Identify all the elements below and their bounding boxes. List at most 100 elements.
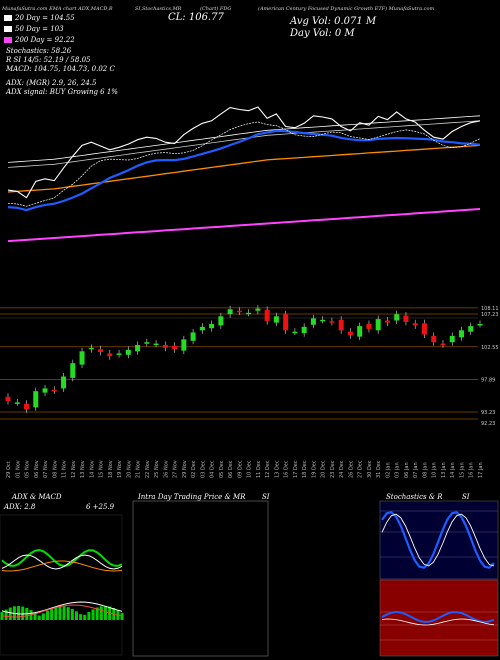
- date-label: 02 Dec: [191, 460, 197, 478]
- candle-body: [412, 323, 418, 326]
- candle-body: [403, 315, 409, 322]
- candle-body: [24, 403, 30, 410]
- candle-body: [301, 326, 307, 334]
- candle-body: [218, 316, 224, 326]
- price-level-label: 102.55: [481, 345, 499, 351]
- date-label: 15 Jan: [459, 462, 465, 478]
- date-label: 16 Jan: [469, 462, 475, 478]
- candle-body: [181, 339, 187, 351]
- candle-body: [458, 330, 464, 338]
- header-left: MunafaSutra.com EMA chart ADX,MACD,B: [2, 6, 113, 12]
- candle-body: [135, 345, 141, 352]
- adx-plus-line: [1, 548, 123, 568]
- price-level-label: 108.11: [481, 306, 499, 312]
- candle-body: [375, 319, 381, 331]
- macd-signal-line: [1, 604, 123, 618]
- date-label: 03 Jan: [395, 462, 401, 478]
- date-label: 29 Oct: [6, 461, 12, 478]
- candle-body: [366, 324, 372, 329]
- ema200-stat: 200 Day = 92.22: [4, 36, 75, 44]
- macd-histogram-bar: [87, 611, 91, 620]
- candle-body: [5, 396, 11, 402]
- candle-body: [172, 345, 178, 350]
- candle-body: [144, 342, 150, 344]
- date-label: 13 Dec: [274, 460, 280, 478]
- date-label: 01 Nov: [15, 460, 21, 478]
- date-label: 06 Nov: [34, 460, 40, 478]
- date-label: 05 Nov: [25, 460, 31, 478]
- date-label: 17 Jan: [478, 462, 484, 478]
- candle-body: [394, 314, 400, 321]
- rsi-stat: R SI 14/5: 52.19 / 58.05: [6, 56, 91, 64]
- stoch-k-line: [381, 510, 495, 569]
- candle-body: [440, 343, 446, 346]
- ema200-line: [7, 208, 481, 243]
- date-label: 31 Dec: [376, 460, 382, 478]
- macd-histogram-bar: [8, 607, 12, 620]
- candle-body: [246, 312, 252, 315]
- macd-histogram-bar: [91, 609, 95, 620]
- macd-histogram-bar: [120, 612, 124, 620]
- date-label: 16 Dec: [284, 460, 290, 478]
- candle-body: [449, 335, 455, 343]
- candle-body: [431, 335, 437, 343]
- candle-body: [88, 347, 94, 350]
- macd-histogram-bar: [46, 610, 50, 620]
- macd-histogram-bar: [79, 614, 83, 620]
- intraday-si: SI: [262, 493, 270, 501]
- candle-body: [33, 391, 39, 408]
- date-label: 04 Dec: [210, 460, 216, 478]
- candle-body: [125, 349, 131, 355]
- candle-body: [283, 314, 289, 331]
- macd-stat: MACD: 104.75, 104.73, 0.02 C: [6, 65, 115, 73]
- header-center-left: SI,Stochastics,MR: [135, 6, 182, 12]
- candle-body: [153, 343, 159, 346]
- price-level-label: 107.23: [481, 312, 499, 318]
- adx-value: ADX: 2.8: [4, 503, 36, 511]
- adx-stat: ADX: (MGR) 2.9, 26, 24.5: [6, 79, 97, 87]
- candle-body: [107, 353, 113, 357]
- candle-body: [329, 321, 335, 323]
- ema-slow-line-b: [7, 115, 481, 163]
- date-label: 08 Jan: [422, 462, 428, 478]
- candle-body: [255, 308, 261, 311]
- date-label: 19 Dec: [311, 460, 317, 478]
- date-label: 23 Dec: [330, 460, 336, 478]
- candle-body: [14, 402, 20, 404]
- intraday-panel-title: Intra Day Trading Price & MR: [138, 493, 246, 501]
- date-label: 06 Dec: [228, 460, 234, 478]
- date-label: 09 Dec: [237, 460, 243, 478]
- header-symbol: (Chart) FDG: [200, 6, 232, 12]
- date-label: 21 Nov: [136, 460, 142, 478]
- date-label: 25 Nov: [154, 460, 160, 478]
- date-label: 07 Jan: [413, 462, 419, 478]
- macd-histogram-bar: [74, 611, 78, 620]
- candle-body: [42, 388, 48, 393]
- date-label: 29 Nov: [182, 460, 188, 478]
- candle-body: [292, 331, 298, 334]
- macd-histogram-bar: [50, 608, 54, 620]
- adx-numbers: 6 +25.9: [86, 503, 115, 511]
- date-label: 12 Dec: [265, 460, 271, 478]
- date-label: 22 Nov: [145, 460, 151, 478]
- date-label: 27 Nov: [173, 460, 179, 478]
- date-label: 20 Dec: [321, 460, 327, 478]
- macd-line: [1, 601, 123, 615]
- macd-histogram-bar: [33, 612, 37, 620]
- ema50-line: [7, 129, 481, 212]
- day-volume: Day Vol: 0 M: [290, 28, 355, 39]
- adx-panel-frame: [0, 514, 123, 656]
- candle-body: [98, 349, 104, 353]
- candle-body: [273, 316, 279, 323]
- date-label: 11 Dec: [256, 460, 262, 478]
- ema-slow-line-a: [7, 120, 481, 168]
- date-label: 12 Nov: [71, 460, 77, 478]
- candle-body: [162, 345, 168, 348]
- price-level-label: 92.23: [481, 421, 495, 427]
- candle-body: [338, 319, 344, 331]
- date-label: 15 Nov: [99, 460, 105, 478]
- date-label: 26 Nov: [163, 460, 169, 478]
- candle-body: [347, 331, 353, 336]
- macd-histogram-bar: [95, 607, 99, 620]
- candle-body: [79, 351, 85, 365]
